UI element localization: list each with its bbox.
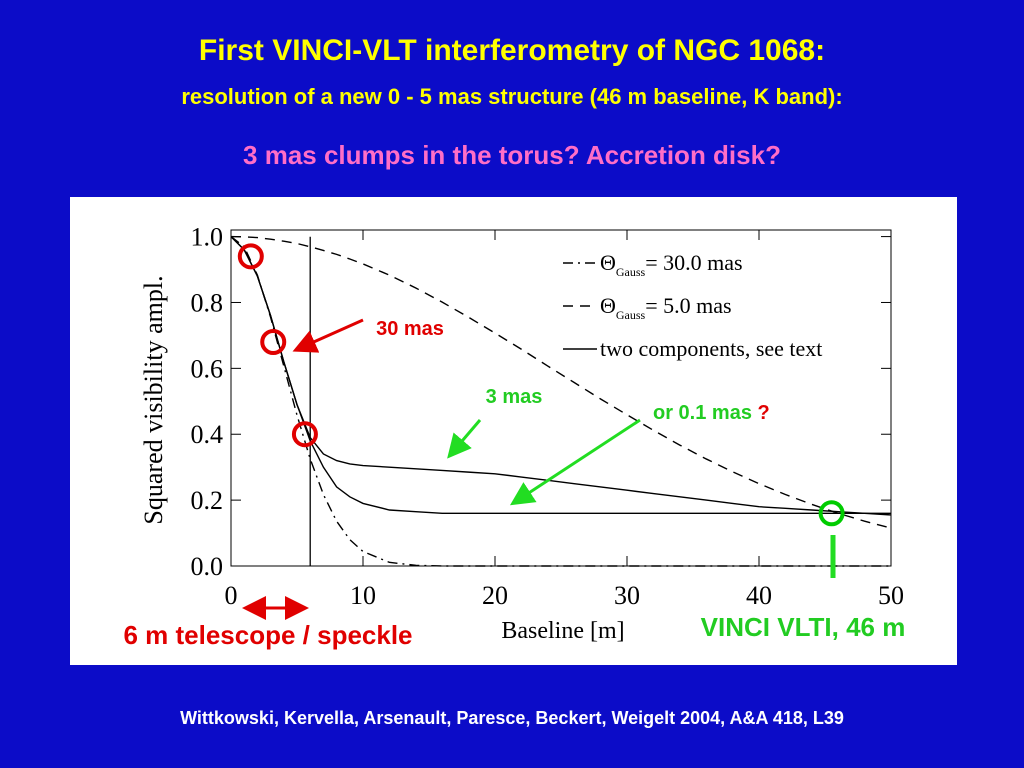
annotation: 6 m telescope / speckle	[123, 620, 412, 650]
annotation: VINCI VLTI, 46 m	[701, 612, 906, 642]
subtitle: resolution of a new 0 - 5 mas structure …	[181, 84, 842, 109]
data-point	[260, 329, 287, 355]
data-point	[818, 500, 845, 527]
y-tick-label: 1.0	[191, 223, 224, 252]
plot-frame	[230, 229, 892, 567]
annotation: 3 mas	[486, 386, 543, 408]
arrow	[509, 418, 641, 506]
legend-entry: ΘGauss= 5.0 mas	[600, 293, 732, 322]
plot-panel	[70, 197, 957, 665]
line	[230, 236, 891, 514]
title: First VINCI-VLT interferometry of NGC 10…	[199, 34, 825, 67]
legend-text: Gauss	[616, 308, 646, 322]
legend-entry: two components, see text	[600, 336, 822, 361]
data-point	[291, 421, 318, 448]
x-tick-label: 20	[482, 581, 508, 610]
y-tick-label: 0.4	[191, 420, 224, 449]
legend-entry: ΘGauss= 30.0 mas	[600, 250, 743, 279]
y-tick-label: 0.0	[191, 552, 224, 581]
annotation: or 0.1 mas ?	[653, 402, 770, 424]
legend-text: Θ	[600, 293, 616, 318]
y-axis-label: Squared visibility ampl.	[139, 275, 168, 524]
x-tick-label: 10	[350, 581, 376, 610]
plot: 0 10 20 30 40 50 0.0 0.2 0.4 0.6 0.8 1.0 Baseline [m…	[139, 223, 904, 644]
x-tick-label: 30	[614, 581, 640, 610]
x-axis-label: Baseline [m]	[501, 618, 624, 644]
y-tick-label: 0.8	[191, 288, 224, 317]
legend-text: = 30.0 mas	[645, 250, 742, 275]
annotation: 30 mas	[376, 318, 444, 340]
annotation-text: ?	[758, 402, 770, 424]
legend-text: two components, see text	[600, 336, 822, 361]
data-point	[237, 243, 264, 270]
annotation-text: or 0.1 mas	[653, 402, 752, 424]
question: 3 mas clumps in the torus? Accretion dis…	[243, 140, 781, 170]
y-tick-label: 0.6	[191, 354, 224, 383]
legend-text: Θ	[600, 250, 616, 275]
legend-text: Gauss	[616, 265, 646, 279]
legend-text: = 5.0 mas	[645, 293, 731, 318]
footer: Wittkowski, Kervella, Arsenault, Paresce…	[180, 708, 844, 728]
x-tick-label: 0	[225, 581, 238, 610]
y-tick-label: 0.2	[191, 486, 224, 515]
x-tick-label: 50	[878, 581, 904, 610]
x-tick-label: 40	[746, 581, 772, 610]
arrow	[292, 318, 364, 353]
arrow	[447, 419, 482, 459]
